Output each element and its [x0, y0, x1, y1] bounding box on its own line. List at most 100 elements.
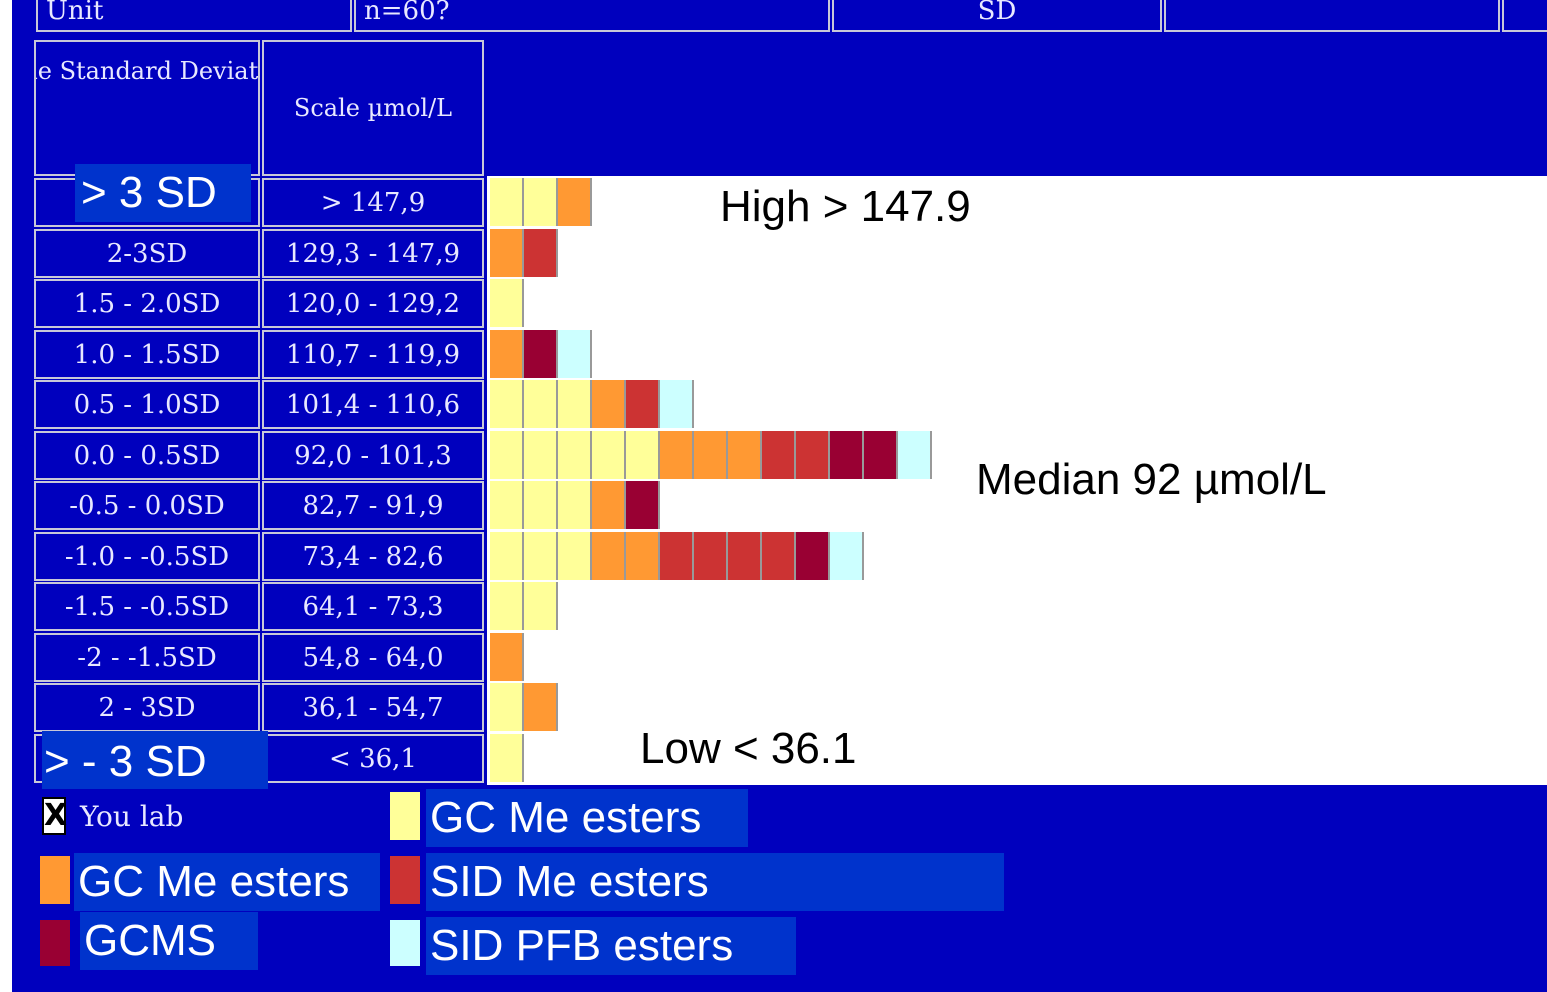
bar-unit-gc_yellow — [490, 683, 524, 731]
range-cell: 129,3 - 147,9 — [262, 229, 484, 278]
legend-label-gc-yellow: GC Me esters — [426, 789, 748, 847]
bar-unit-gc_yellow — [490, 431, 524, 479]
range-cell: 64,1 - 73,3 — [262, 582, 484, 631]
legend-swatch-gcms — [40, 920, 70, 966]
bar-unit-gc_orange — [694, 431, 728, 479]
top-bar-cell-text: n=60? — [364, 0, 450, 26]
range-cell-text: < 36,1 — [329, 743, 417, 774]
sd-cell: 0.5 - 1.0SD — [34, 380, 260, 429]
legend-swatch-sid-pfb — [390, 920, 420, 966]
range-cell-text: 120,0 - 129,2 — [285, 288, 461, 319]
sd-cell-text: 1.5 - 2.0SD — [73, 288, 221, 319]
bar-unit-sid_pfb — [660, 380, 694, 428]
sd-cell-text: 0.5 - 1.0SD — [73, 389, 221, 420]
bar-unit-gcms — [626, 481, 660, 529]
bar-unit-gc_yellow — [490, 380, 524, 428]
range-cell: 101,4 - 110,6 — [262, 380, 484, 429]
bar-unit-sid_pfb — [898, 431, 932, 479]
range-cell: > 147,9 — [262, 178, 484, 227]
bar-unit-gc_yellow — [490, 582, 524, 630]
range-cell-text: 92,0 - 101,3 — [294, 440, 452, 471]
bar-unit-gc_orange — [558, 178, 592, 226]
annotation-high: High > 147.9 — [720, 182, 971, 231]
top-bar-cell — [1502, 0, 1547, 32]
bar-unit-gc_yellow — [524, 380, 558, 428]
you-lab-icon: X — [42, 797, 68, 835]
sd-cell: 1.0 - 1.5SD — [34, 330, 260, 379]
top-bar-cell: n=60? — [354, 0, 830, 32]
sd-cell-text: -1.0 - -0.5SD — [64, 541, 230, 572]
bar-unit-gcms — [864, 431, 898, 479]
range-cell: 82,7 - 91,9 — [262, 481, 484, 530]
bar-unit-gc_yellow — [558, 532, 592, 580]
sd-cell: 1.5 - 2.0SD — [34, 279, 260, 328]
bar-unit-gc_yellow — [524, 178, 558, 226]
top-bar-cell — [1164, 0, 1500, 32]
range-cell-text: 36,1 - 54,7 — [302, 692, 444, 723]
sd-cell: -1.5 - -0.5SD — [34, 582, 260, 631]
bar-unit-sid_me — [728, 532, 762, 580]
legend-label-gc-orange: GC Me esters — [74, 853, 380, 911]
bar-unit-gc_orange — [524, 683, 558, 731]
bar-unit-gc_yellow — [626, 431, 660, 479]
range-cell: 54,8 - 64,0 — [262, 633, 484, 682]
annotation-median: Median 92 µmol/L — [976, 455, 1327, 504]
sd-highlight-bottom: > - 3 SD — [42, 731, 268, 789]
bar-unit-gc_yellow — [490, 178, 524, 226]
top-bar-cell-text: Unit — [46, 0, 104, 26]
plot-area — [487, 176, 1547, 785]
sd-cell: -0.5 - 0.0SD — [34, 481, 260, 530]
legend-swatch-gc-orange — [40, 856, 70, 904]
header-sd-text: Scale Standard Deviations — [36, 57, 259, 85]
bar-unit-gc_orange — [490, 633, 524, 681]
bar-unit-gc_yellow — [558, 481, 592, 529]
bar-unit-gc_yellow — [524, 532, 558, 580]
bar-unit-gc_yellow — [524, 481, 558, 529]
sd-highlight-top: > 3 SD — [75, 164, 251, 222]
bar-unit-gc_yellow — [558, 380, 592, 428]
sd-highlight-top-text: > 3 SD — [81, 168, 217, 217]
bar-unit-gc_orange — [626, 532, 660, 580]
bar-unit-sid_me — [524, 229, 558, 277]
bar-unit-gc_yellow — [524, 431, 558, 479]
legend-label-gcms: GCMS — [80, 912, 258, 970]
bar-unit-gc_orange — [490, 330, 524, 378]
range-cell: 120,0 - 129,2 — [262, 279, 484, 328]
legend-swatch-gc-yellow — [390, 792, 420, 840]
range-cell: 92,0 - 101,3 — [262, 431, 484, 480]
bar-unit-gcms — [796, 532, 830, 580]
sd-cell-text: -2 - -1.5SD — [77, 642, 217, 673]
sd-cell-text: 2 - 3SD — [98, 692, 196, 723]
range-cell-text: 129,3 - 147,9 — [285, 238, 461, 269]
bar-unit-gc_yellow — [558, 431, 592, 479]
sd-cell-text: -0.5 - 0.0SD — [69, 490, 225, 521]
legend-label-sid-pfb: SID PFB esters — [426, 917, 796, 975]
range-cell: < 36,1 — [262, 734, 484, 783]
bar-unit-gcms — [830, 431, 864, 479]
bar-unit-gc_orange — [490, 229, 524, 277]
bar-unit-gc_orange — [592, 532, 626, 580]
bar-unit-gc_yellow — [592, 431, 626, 479]
sd-cell-text: -1.5 - -0.5SD — [64, 591, 230, 622]
bar-unit-gc_yellow — [490, 532, 524, 580]
range-cell: 73,4 - 82,6 — [262, 532, 484, 581]
bar-unit-gc_orange — [592, 481, 626, 529]
bar-unit-gc_orange — [728, 431, 762, 479]
sd-cell-text: 1.0 - 1.5SD — [73, 339, 221, 370]
range-cell: 36,1 - 54,7 — [262, 683, 484, 732]
you-lab-label: You lab — [80, 800, 184, 833]
range-cell-text: 82,7 - 91,9 — [302, 490, 444, 521]
annotation-low: Low < 36.1 — [640, 724, 857, 773]
sd-highlight-bottom-text: > - 3 SD — [44, 737, 207, 786]
sd-cell: 2-3SD — [34, 229, 260, 278]
range-cell-text: > 147,9 — [320, 187, 426, 218]
range-cell-text: 64,1 - 73,3 — [302, 591, 444, 622]
header-sd: Scale Standard Deviations — [34, 40, 260, 176]
bar-unit-sid_me — [694, 532, 728, 580]
top-bar-cell-text: SD — [977, 0, 1017, 26]
top-bar-cell: Unit — [36, 0, 352, 32]
range-cell-text: 101,4 - 110,6 — [285, 389, 461, 420]
bar-unit-sid_me — [660, 532, 694, 580]
bar-unit-gc_yellow — [490, 734, 524, 782]
